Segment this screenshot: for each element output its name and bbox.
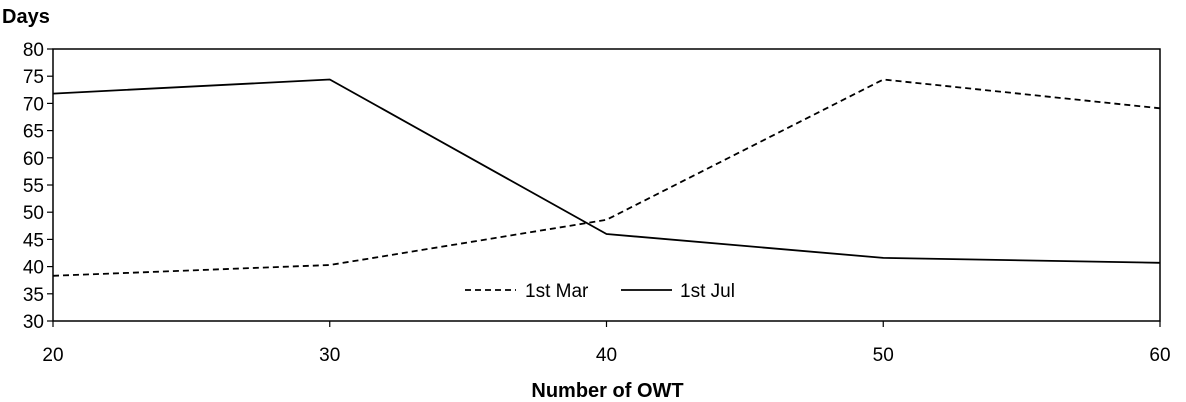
- series-line-2: [52, 78, 1161, 264]
- y-tick-label: 80: [23, 40, 44, 61]
- y-tick-label: 70: [23, 94, 44, 115]
- series-layer: [52, 78, 1161, 277]
- x-tick-label: 50: [873, 345, 894, 366]
- x-tick-label: 40: [596, 345, 617, 366]
- x-tick-label: 30: [319, 345, 340, 366]
- y-tick-label: 45: [23, 230, 44, 251]
- y-axis-ticks: 30 35 40 45 50 55 60 65 70 75 80: [23, 40, 53, 333]
- x-axis-title: Number of OWT: [531, 380, 683, 402]
- y-tick-label: 65: [23, 122, 44, 143]
- y-tick-label: 50: [23, 203, 44, 224]
- x-tick-label: 20: [42, 345, 63, 366]
- legend-label-2: 1st Jul: [680, 281, 735, 302]
- y-tick-label: 75: [23, 67, 44, 88]
- y-tick-label: 30: [23, 312, 44, 333]
- legend: 1st Mar 1st Jul: [465, 281, 735, 302]
- series-line-1: [52, 78, 1161, 277]
- x-tick-label: 60: [1149, 345, 1170, 366]
- y-axis-title: Days: [2, 6, 50, 28]
- y-tick-label: 55: [23, 176, 44, 197]
- y-tick-label: 40: [23, 258, 44, 279]
- y-tick-label: 60: [23, 149, 44, 170]
- y-tick-label: 35: [23, 285, 44, 306]
- legend-label-1: 1st Mar: [525, 281, 589, 302]
- plot-area-frame: [52, 48, 1161, 322]
- x-axis-ticks: 20 30 40 50 60: [42, 321, 1171, 366]
